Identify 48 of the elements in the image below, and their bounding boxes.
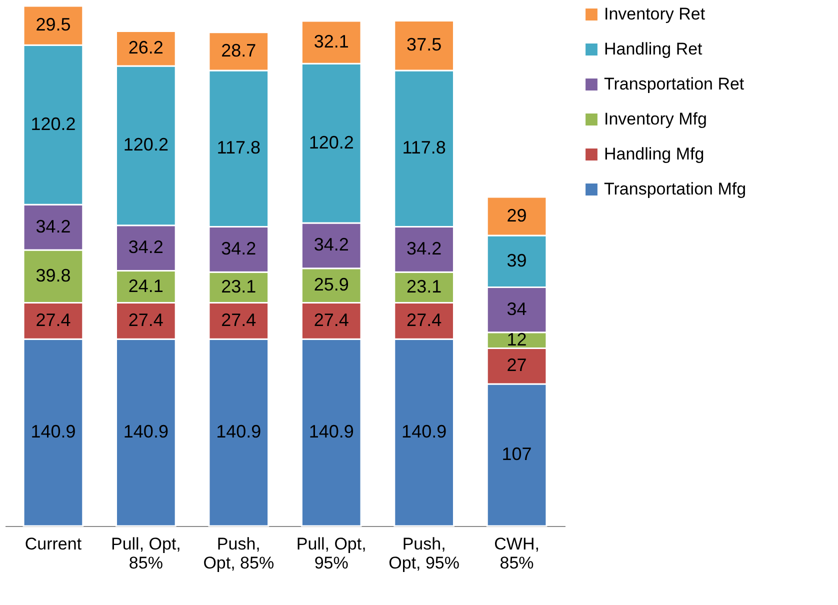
legend-label: Inventory Mfg — [604, 110, 707, 128]
data-label: 27 — [506, 355, 527, 376]
data-label: 117.8 — [216, 138, 260, 158]
x-tick-label: Current — [24, 534, 82, 554]
data-label: 39 — [506, 250, 527, 270]
data-label: 140.9 — [402, 422, 447, 442]
data-label: 28.7 — [221, 40, 256, 60]
x-tick-label: Pull, Opt, 95% — [296, 534, 366, 572]
data-label: 120.2 — [308, 132, 354, 152]
data-label: 140.9 — [308, 422, 354, 442]
data-label: 29.5 — [36, 14, 71, 35]
data-label: 34.2 — [128, 237, 164, 258]
x-tick-label: Pull, Opt, 85% — [110, 534, 181, 572]
legend-label: Inventory Ret — [604, 4, 706, 24]
data-label: 26.2 — [128, 38, 164, 58]
data-label: 34.2 — [36, 216, 71, 236]
legend-label: Handling Mfg — [604, 144, 704, 164]
data-label: 25.9 — [314, 274, 349, 295]
data-label: 24.1 — [128, 276, 164, 296]
data-label: 34 — [506, 298, 527, 319]
data-label: 120.2 — [30, 114, 76, 134]
data-label: 39.8 — [36, 265, 71, 286]
data-label: 34.2 — [314, 234, 349, 255]
data-label: 23.1 — [221, 276, 256, 296]
data-label: 140.9 — [216, 422, 262, 442]
data-label: 34.2 — [221, 238, 256, 258]
data-label: 23.1 — [406, 276, 442, 296]
data-label: 107 — [502, 444, 532, 464]
data-label: 27.4 — [221, 310, 256, 330]
data-label: 37.5 — [406, 34, 442, 55]
data-label: 27.4 — [406, 310, 442, 330]
legend-label: Transportation Mfg — [604, 180, 746, 198]
x-tick-label: Push, Opt, 85% — [203, 534, 274, 572]
data-label: 27.4 — [314, 310, 349, 330]
x-tick-label: CWH, 85% — [494, 534, 540, 572]
data-label: 120.2 — [123, 134, 168, 155]
data-label: 27.4 — [36, 310, 71, 330]
legend-label: Transportation Ret — [604, 74, 744, 94]
x-tick-label: Push, Opt, 95% — [388, 534, 460, 572]
data-label: 117.8 — [402, 138, 446, 158]
data-label: 140.9 — [30, 422, 76, 442]
data-label: 27.4 — [128, 310, 164, 330]
data-label: 140.9 — [123, 422, 168, 442]
data-label: 12 — [506, 329, 527, 350]
data-label: 29 — [506, 205, 527, 226]
legend-label: Handling Ret — [604, 40, 703, 58]
data-label: 32.1 — [314, 31, 349, 52]
data-label: 34.2 — [406, 238, 442, 258]
